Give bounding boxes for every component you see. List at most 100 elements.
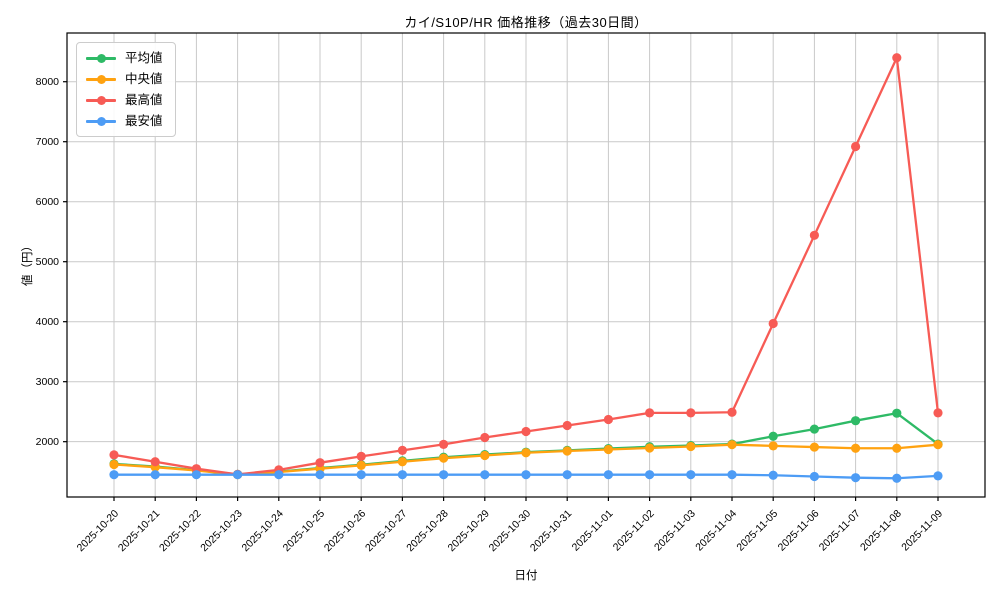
data-point-最高値: [439, 439, 449, 449]
x-tick-label: 2025-10-23: [198, 508, 245, 555]
x-tick-label: 2025-10-29: [445, 508, 492, 555]
data-point-中央値: [397, 457, 407, 467]
data-point-最高値: [892, 53, 902, 63]
data-point-最高値: [150, 457, 160, 467]
data-point-中央値: [933, 440, 943, 450]
data-point-平均値: [892, 408, 902, 418]
data-point-最安値: [150, 470, 160, 480]
x-tick-label: 2025-11-09: [899, 508, 945, 554]
y-tick-label: 3000: [36, 376, 60, 388]
data-point-最安値: [562, 470, 572, 480]
legend-dot: [96, 116, 106, 126]
data-point-最安値: [892, 473, 902, 483]
data-point-平均値: [768, 431, 778, 441]
data-point-最高値: [315, 458, 325, 468]
data-point-中央値: [809, 442, 820, 452]
data-point-中央値: [480, 450, 490, 461]
median-series-marker-icon: [86, 74, 116, 84]
data-point-中央値: [439, 453, 449, 463]
y-tick-label: 6000: [36, 196, 60, 208]
data-point-最高値: [686, 408, 696, 418]
y-tick-label: 8000: [36, 76, 60, 88]
data-point-最安値: [315, 470, 325, 480]
x-tick-label: 2025-10-27: [363, 508, 410, 555]
x-tick-label: 2025-11-05: [734, 508, 780, 554]
x-tick-label: 2025-10-26: [322, 508, 369, 555]
data-point-最安値: [109, 470, 119, 480]
max-series-marker-icon: [86, 95, 116, 105]
x-tick-label: 2025-11-03: [652, 508, 698, 554]
legend-dot: [96, 53, 106, 63]
y-axis-label: 値（円）: [22, 240, 34, 286]
x-tick-label: 2025-11-07: [817, 508, 863, 554]
x-tick-label: 2025-11-01: [570, 508, 616, 554]
x-tick-label: 2025-11-08: [858, 508, 904, 554]
data-point-中央値: [686, 441, 696, 452]
chart-title: カイ/S10P/HR 価格推移（過去30日間）: [404, 15, 648, 30]
data-point-中央値: [768, 441, 778, 451]
x-tick-label: 2025-10-31: [528, 508, 575, 555]
data-point-最安値: [439, 470, 449, 480]
y-tick-label: 7000: [36, 136, 60, 148]
data-point-最安値: [521, 470, 531, 480]
data-point-最安値: [727, 470, 737, 480]
data-point-中央値: [562, 446, 572, 456]
data-point-平均値: [851, 416, 861, 426]
data-point-中央値: [603, 444, 614, 455]
x-tick-label: 2025-10-25: [281, 508, 328, 555]
data-point-最高値: [645, 408, 655, 418]
min-series-marker-icon: [86, 116, 116, 126]
data-point-中央値: [521, 448, 531, 458]
legend-label-average: 平均値: [125, 51, 163, 65]
data-point-最安値: [356, 470, 366, 480]
data-point-最安値: [851, 473, 861, 483]
data-point-中央値: [727, 440, 737, 450]
legend-item-max: 最高値: [86, 92, 163, 108]
x-tick-label: 2025-11-06: [776, 508, 822, 554]
data-point-最高値: [356, 451, 366, 461]
legend-dot: [96, 74, 106, 84]
data-point-中央値: [851, 443, 861, 453]
data-point-中央値: [645, 443, 655, 453]
data-point-最安値: [768, 470, 778, 480]
x-tick-label: 2025-10-20: [75, 508, 122, 555]
data-point-最安値: [274, 470, 284, 480]
chart-legend: 平均値 中央値 最高値 最安値: [76, 42, 176, 137]
average-series-marker-icon: [86, 53, 116, 63]
data-point-最高値: [397, 445, 407, 455]
data-point-最高値: [562, 420, 572, 431]
data-point-中央値: [892, 443, 902, 453]
legend-label-median: 中央値: [125, 72, 163, 86]
data-point-最高値: [521, 426, 531, 437]
legend-dot: [96, 95, 106, 105]
data-point-最高値: [768, 318, 778, 329]
legend-item-average: 平均値: [86, 50, 163, 66]
x-tick-label: 2025-11-04: [693, 508, 739, 554]
data-point-最高値: [603, 414, 614, 425]
data-point-最安値: [933, 471, 943, 481]
data-point-最安値: [809, 471, 820, 482]
data-point-最安値: [645, 470, 655, 480]
x-tick-label: 2025-10-30: [487, 508, 534, 555]
legend-item-min: 最安値: [86, 113, 163, 129]
legend-label-max: 最高値: [125, 93, 163, 107]
legend-label-min: 最安値: [125, 114, 163, 128]
data-point-最安値: [686, 470, 696, 480]
y-tick-label: 2000: [36, 436, 60, 448]
data-point-最高値: [480, 432, 490, 443]
data-point-最高値: [809, 230, 820, 240]
x-axis-label: 日付: [514, 570, 538, 582]
data-point-中央値: [356, 460, 366, 470]
data-point-最高値: [109, 450, 119, 460]
data-point-最高値: [851, 141, 861, 152]
data-point-最高値: [727, 407, 737, 417]
x-tick-label: 2025-10-24: [239, 508, 286, 555]
legend-item-median: 中央値: [86, 71, 163, 87]
data-point-最安値: [603, 470, 614, 480]
x-tick-label: 2025-11-02: [611, 508, 657, 554]
data-point-最高値: [933, 408, 943, 418]
x-tick-label: 2025-10-22: [157, 508, 204, 555]
data-point-最安値: [397, 470, 407, 480]
